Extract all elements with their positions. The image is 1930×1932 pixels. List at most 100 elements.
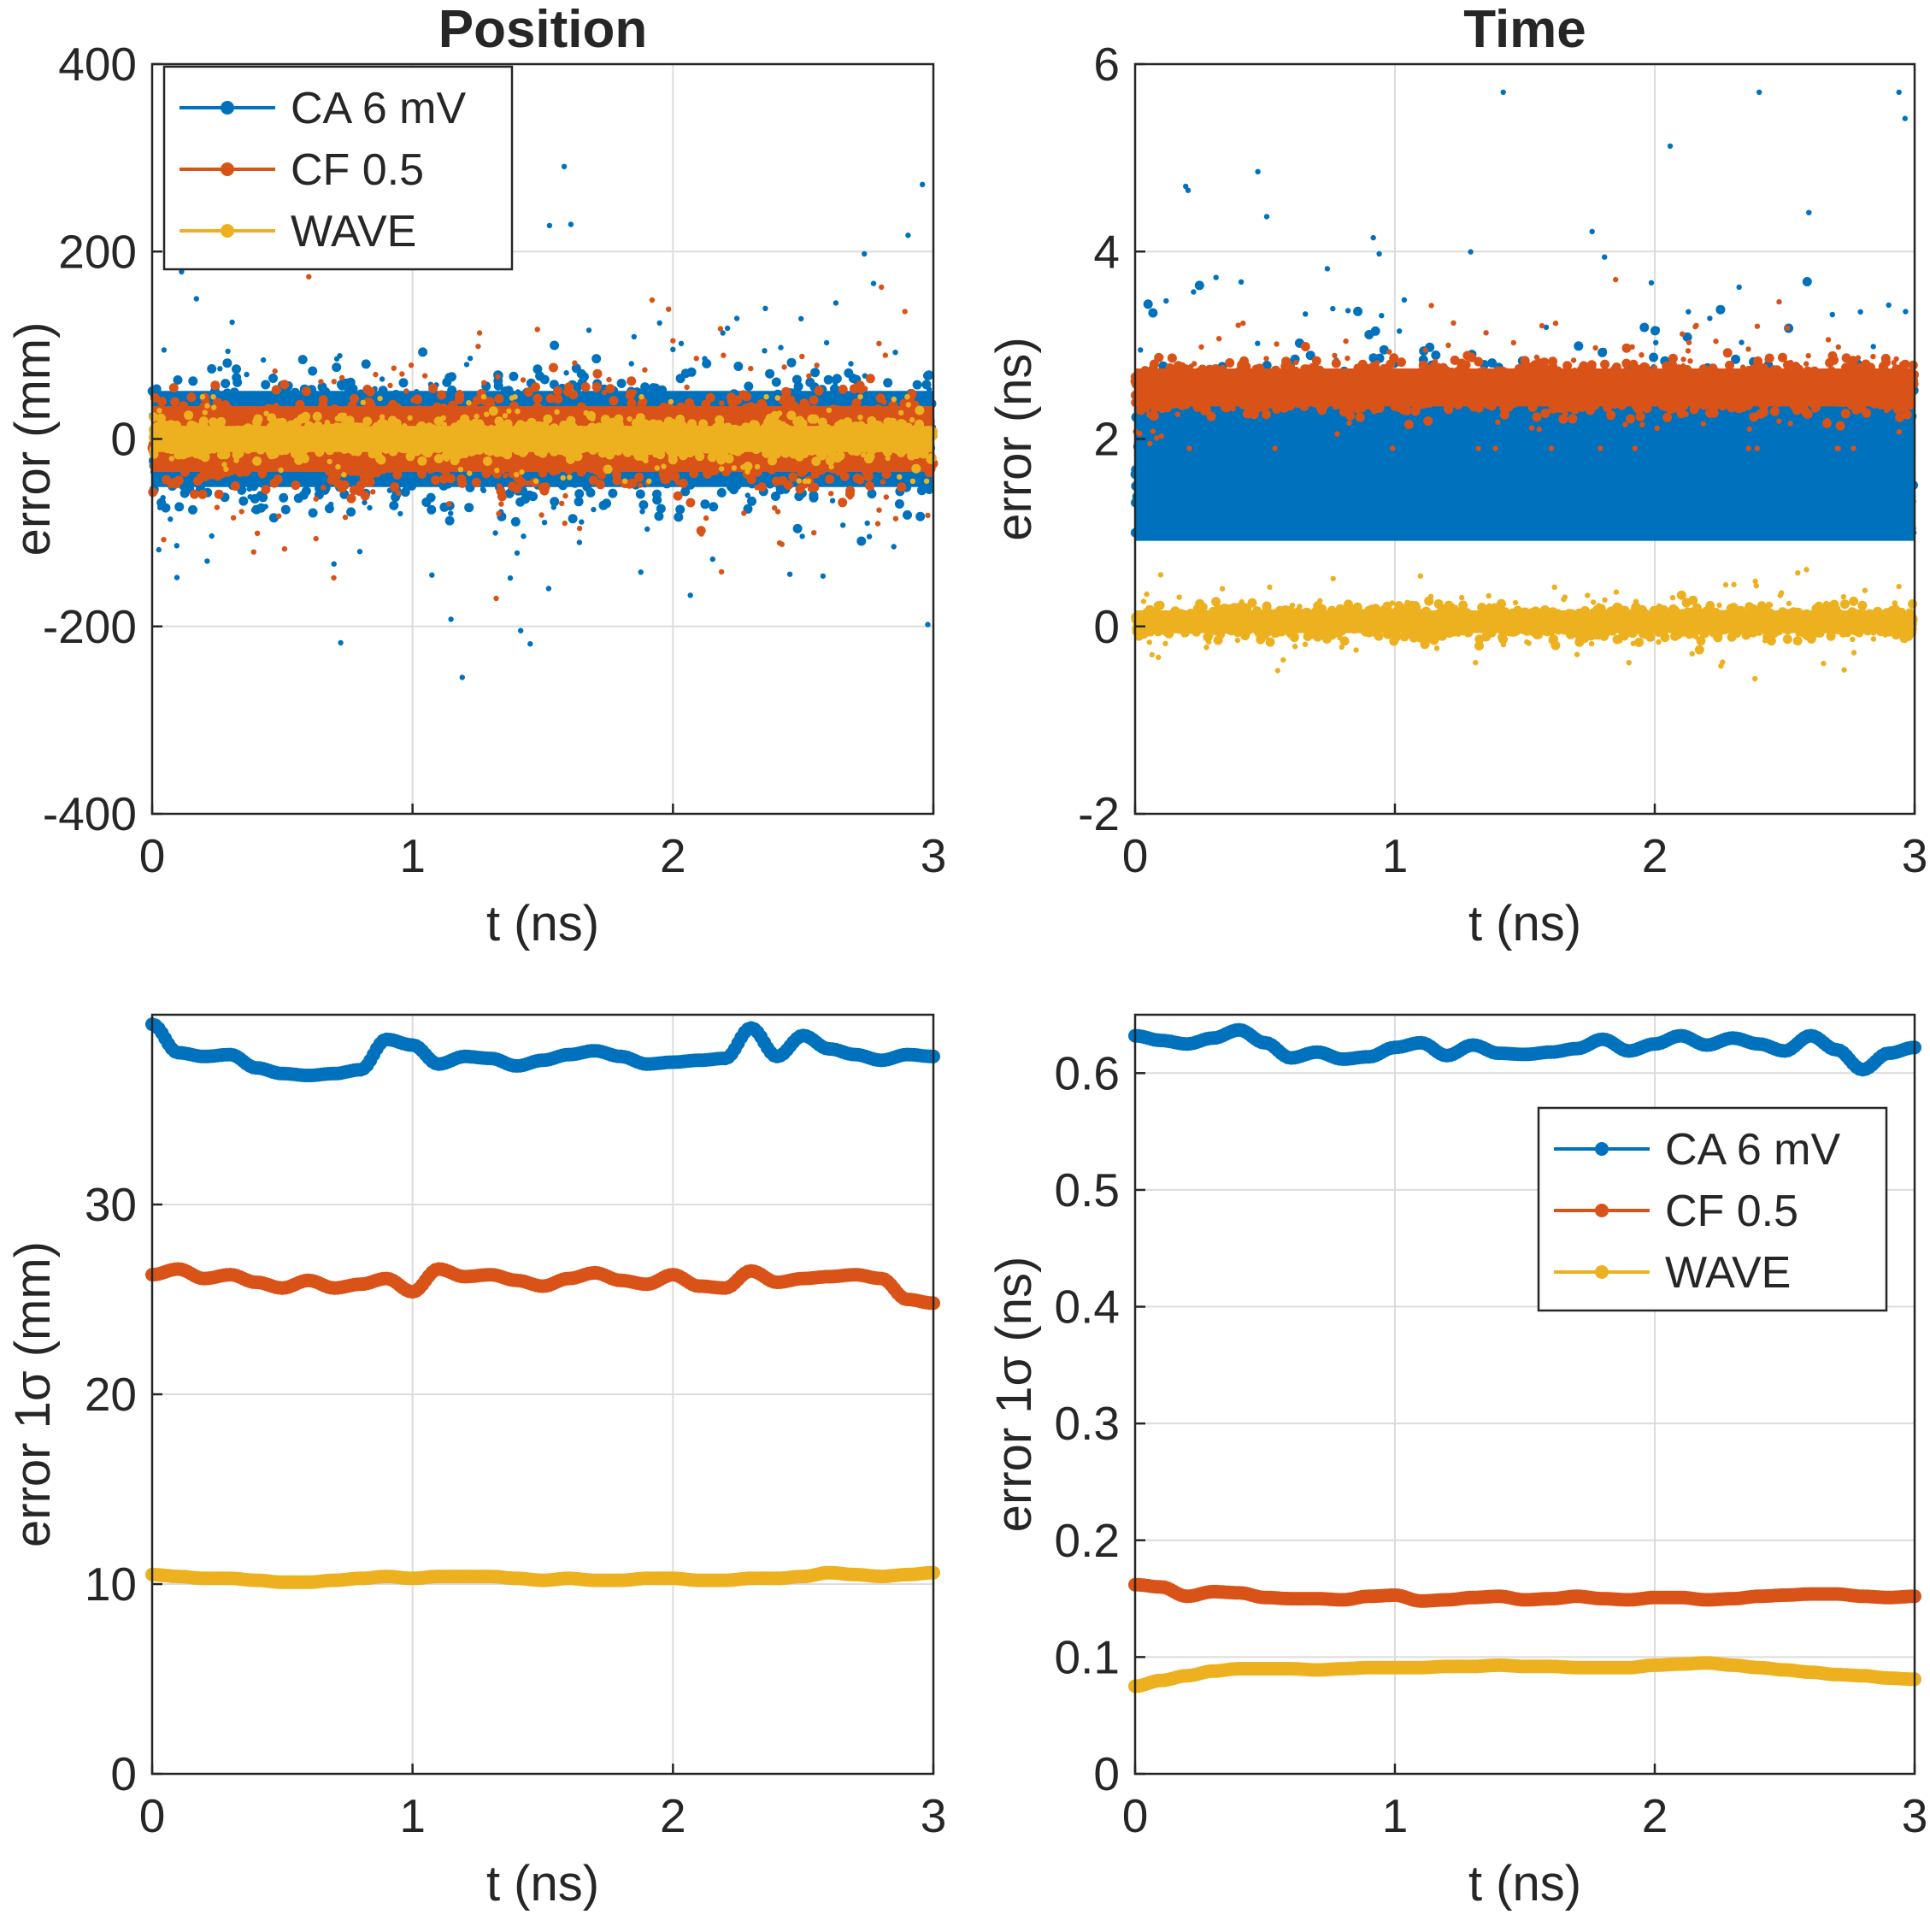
- scatter-point: [867, 489, 877, 499]
- scatter-point: [555, 428, 565, 439]
- scatter-point: [924, 485, 934, 494]
- scatter-point: [480, 487, 487, 493]
- scatter-point: [493, 595, 499, 602]
- scatter-point: [312, 411, 322, 421]
- scatter-point: [716, 487, 727, 498]
- scatter-point: [678, 340, 685, 346]
- scatter-point: [497, 483, 503, 489]
- scatter-point: [360, 491, 370, 501]
- scatter-point: [838, 384, 848, 394]
- scatter-point: [513, 472, 520, 478]
- scatter-point: [230, 515, 237, 521]
- scatter-point: [764, 430, 771, 437]
- scatter-point: [765, 368, 775, 379]
- scatter-point: [677, 432, 684, 438]
- scatter-point: [590, 475, 596, 482]
- scatter-point: [823, 339, 830, 346]
- scatter-point: [164, 431, 174, 441]
- scatter-point: [304, 425, 310, 431]
- scatter-point: [777, 460, 783, 467]
- scatter-point: [809, 395, 819, 405]
- scatter-point: [675, 504, 686, 515]
- scatter-point: [318, 379, 324, 385]
- scatter-point: [670, 472, 680, 481]
- scatter-point: [698, 531, 704, 537]
- scatter-point: [591, 354, 602, 364]
- scatter-point: [729, 485, 738, 495]
- scatter-point: [698, 419, 709, 429]
- scatter-point: [702, 410, 712, 421]
- scatter-point: [503, 473, 509, 479]
- scatter-point: [407, 480, 417, 491]
- scatter-point: [873, 404, 883, 415]
- scatter-point: [550, 504, 556, 510]
- scatter-point: [608, 488, 618, 498]
- scatter-point: [720, 330, 726, 336]
- scatter-point: [183, 447, 193, 457]
- scatter-point: [161, 347, 168, 353]
- scatter-point: [568, 514, 578, 524]
- scatter-point: [616, 379, 627, 388]
- scatter-point: [798, 315, 804, 321]
- scatter-point: [533, 402, 543, 412]
- scatter-point: [631, 389, 638, 395]
- scatter-point: [798, 466, 809, 476]
- scatter-point: [192, 476, 203, 486]
- scatter-point: [290, 387, 300, 398]
- scatter-point: [673, 444, 679, 450]
- scatter-point: [346, 493, 356, 504]
- scatter-point: [222, 358, 232, 368]
- scatter-point: [718, 568, 725, 575]
- scatter-point: [756, 398, 767, 409]
- scatter-point: [373, 371, 379, 378]
- scatter-point: [374, 450, 380, 456]
- scatter-point: [494, 468, 500, 474]
- scatter-point: [350, 450, 356, 456]
- scatter-point: [748, 365, 754, 372]
- scatter-point: [337, 353, 343, 359]
- scatter-point: [519, 446, 529, 456]
- scatter-point: [897, 419, 906, 429]
- scatter-point: [774, 395, 780, 401]
- scatter-point: [389, 500, 399, 510]
- scatter-point: [270, 395, 279, 405]
- scatter-point: [447, 386, 457, 395]
- scatter-point: [925, 512, 931, 519]
- scatter-point: [174, 574, 180, 580]
- scatter-point: [855, 474, 865, 485]
- scatter-point: [834, 426, 844, 436]
- scatter-point: [638, 569, 644, 575]
- scatter-point: [498, 501, 504, 507]
- scatter-point: [876, 340, 882, 346]
- scatter-point: [540, 482, 550, 492]
- scatter-point: [279, 456, 285, 462]
- scatter-point: [704, 446, 710, 453]
- scatter-point: [261, 485, 271, 495]
- scatter-point: [568, 390, 579, 400]
- scatter-point: [351, 455, 362, 465]
- scatter-point: [778, 475, 788, 486]
- scatter-point: [687, 592, 693, 598]
- scatter-point: [429, 572, 435, 578]
- scatter-point: [299, 403, 305, 409]
- scatter-point: [477, 426, 487, 436]
- scatter-point: [666, 435, 672, 441]
- scatter-point: [244, 440, 250, 446]
- scatter-point: [585, 459, 595, 469]
- scatter-point: [276, 513, 282, 519]
- scatter-point: [408, 362, 415, 368]
- scatter-point: [771, 377, 781, 387]
- scatter-point: [214, 489, 224, 499]
- scatter-point: [874, 521, 881, 527]
- scatter-point: [559, 445, 565, 451]
- scatter-point: [584, 438, 594, 448]
- scatter-point: [686, 498, 696, 508]
- scatter-point: [520, 377, 527, 383]
- scatter-point: [279, 492, 289, 503]
- scatter-point: [741, 510, 747, 516]
- scatter-point: [545, 586, 552, 592]
- scatter-point: [173, 375, 183, 385]
- scatter-point: [397, 510, 403, 517]
- scatter-point: [223, 466, 229, 472]
- scatter-point: [848, 458, 858, 468]
